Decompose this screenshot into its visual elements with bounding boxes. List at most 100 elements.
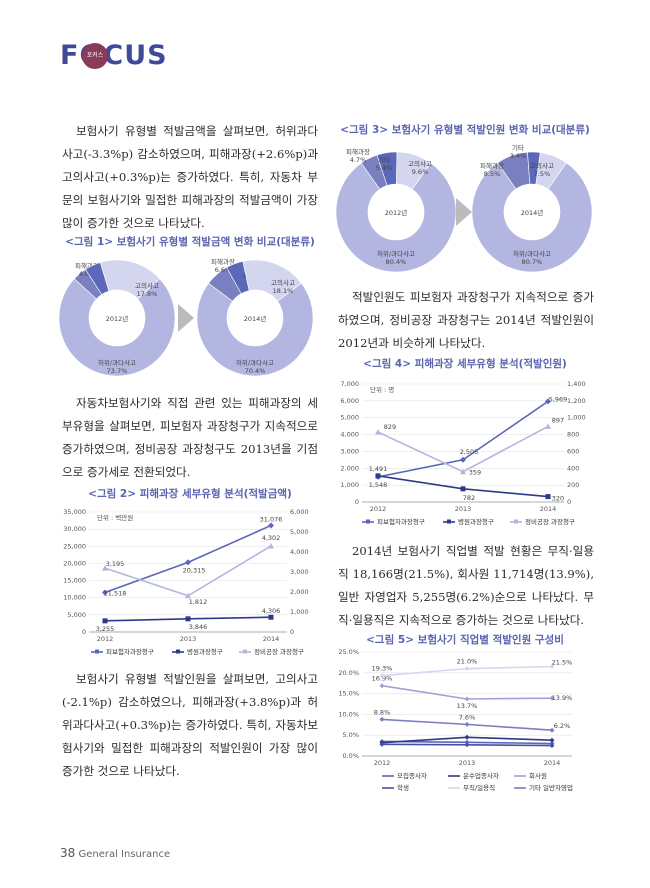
data-point [268,542,274,549]
data-point [268,614,274,620]
slice-label: 허위/과다사고 [236,358,274,367]
data-label: 19.3% [372,665,393,673]
slice-label: 고의사고 [408,159,432,168]
x-tick-label: 2013 [180,635,197,643]
y-tick-left: 0 [82,628,86,636]
data-point [464,742,470,748]
data-label: 13.9% [552,694,573,702]
y-tick: 0.0% [342,752,359,760]
data-point [460,468,466,475]
legend-label: 피보험자과장청구 [106,647,154,656]
slice-value: 3.4% [510,152,527,160]
y-tick-right: 600 [567,447,579,455]
x-tick-label: 2013 [455,505,472,513]
y-tick: 25.0% [338,648,359,656]
x-tick-label: 2014 [263,635,280,643]
data-label: 897 [552,416,564,424]
y-tick-left: 25,000 [63,542,86,550]
y-tick: 15.0% [338,690,359,698]
donut-hole [504,184,560,240]
slice-value: 7.5% [534,170,551,178]
data-point [460,456,466,463]
y-tick-right: 400 [567,464,579,472]
y-tick: 20.0% [338,669,359,677]
figure-1-donuts: 허위/과다사고73.7%피해과장4.0%기타4.5%고의사고17.8%2012년… [58,257,314,377]
data-label: 16.9% [372,675,393,683]
legend-label: 운수업종사자 [463,771,499,780]
data-point [464,696,470,702]
legend-marker [366,519,370,524]
y-tick-right: 1,000 [290,608,309,616]
slice-label: 피해과장 [480,161,504,170]
data-label: 11,518 [104,590,127,598]
data-label: 7.6% [459,713,476,721]
y-tick-left: 20,000 [63,559,86,567]
data-label: 6.2% [554,722,571,730]
data-point [185,616,191,622]
y-tick-right: 1,400 [567,380,586,388]
data-label: 3,255 [96,625,115,633]
legend-label: 회사원 [529,771,547,780]
legend-marker [176,649,180,654]
data-label: 20,315 [183,566,206,574]
data-point [102,565,108,571]
legend-marker [447,519,451,524]
legend-label: 병원과장청구 [458,517,494,526]
legend-label: 피보험자과장청구 [377,517,425,526]
y-tick-left: 3,000 [340,447,359,455]
arrow-icon [456,198,472,226]
data-point [545,398,551,405]
slice-label: 피해과장 [75,261,99,270]
data-label: 5,969 [549,395,568,403]
unit-label: 단위 : 백만원 [97,513,133,522]
figure-5-title: <그림 5> 보험사기 직업별 적발인원 구성비 [366,634,564,646]
paragraph-5: 2014년 보험사기 직업별 적발 현황은 무직·일용직 18,166명(21.… [338,544,594,627]
y-tick-left: 5,000 [340,414,359,422]
x-tick-label: 2012 [97,635,114,643]
data-label: 3,195 [106,560,125,568]
figure-5-line-chart: 0.0% 5.0% 10.0% 15.0% 20.0% 25.0% 2012 2013 2014… [338,648,573,792]
donut-center-label: 2014년 [244,314,267,323]
legend-label: 정비공장 과장청구 [525,517,575,526]
y-tick-right: 3,000 [290,568,309,576]
slice-label: 피해과장 [346,147,370,156]
paragraph-2: 자동차보험사기와 직접 관련 있는 피해과장의 세부유형을 살펴보면, 피보험자… [62,396,318,479]
series-line [104,524,272,594]
y-tick-right: 200 [567,481,579,489]
slice-label: 고의사고 [271,278,295,287]
donut-hole [89,290,145,346]
figure-4-line-chart: 0 1,000 2,000 3,000 4,000 5,000 6,000 7,000 0 200… [340,380,586,526]
slice-value: 4.0% [79,270,96,278]
data-point [185,559,191,566]
data-point [549,743,555,749]
data-label: 1,491 [369,465,388,473]
data-label: 2,505 [460,448,479,456]
donut-hole [368,184,424,240]
x-tick-label: 2012 [370,505,387,513]
y-tick-right: 5,000 [290,528,309,536]
data-point [464,721,470,727]
data-point [464,666,470,672]
paragraph-4: 적발인원도 피보험자 과장청구가 지속적으로 증가하였으며, 정비공장 과장청구… [338,290,594,350]
x-tick-label: 2012 [374,759,391,767]
figure-1-title: <그림 1> 보험사기 유형별 적발금액 변화 비교(대분류) [65,236,315,248]
slice-value: 9.6% [412,168,429,176]
slice-value: 6.6% [215,266,232,274]
data-point [545,423,551,429]
y-tick-right: 0 [567,498,571,506]
data-label: 21.5% [552,659,573,667]
slice-value: 80.7% [522,258,543,266]
data-label: 8.8% [374,708,391,716]
y-tick-right: 6,000 [290,508,309,516]
data-label: 21.0% [457,658,478,666]
data-label: 782 [463,494,475,502]
data-point [460,486,466,492]
y-tick: 10.0% [338,710,359,718]
figure-4-title: <그림 4> 피해과장 세부유형 분석(적발인원) [363,358,567,370]
donut-center-label: 2014년 [521,208,544,217]
page-number: 38 [60,846,76,860]
data-label: 4,302 [262,534,281,542]
y-tick-left: 7,000 [340,380,359,388]
y-tick-left: 0 [355,498,359,506]
